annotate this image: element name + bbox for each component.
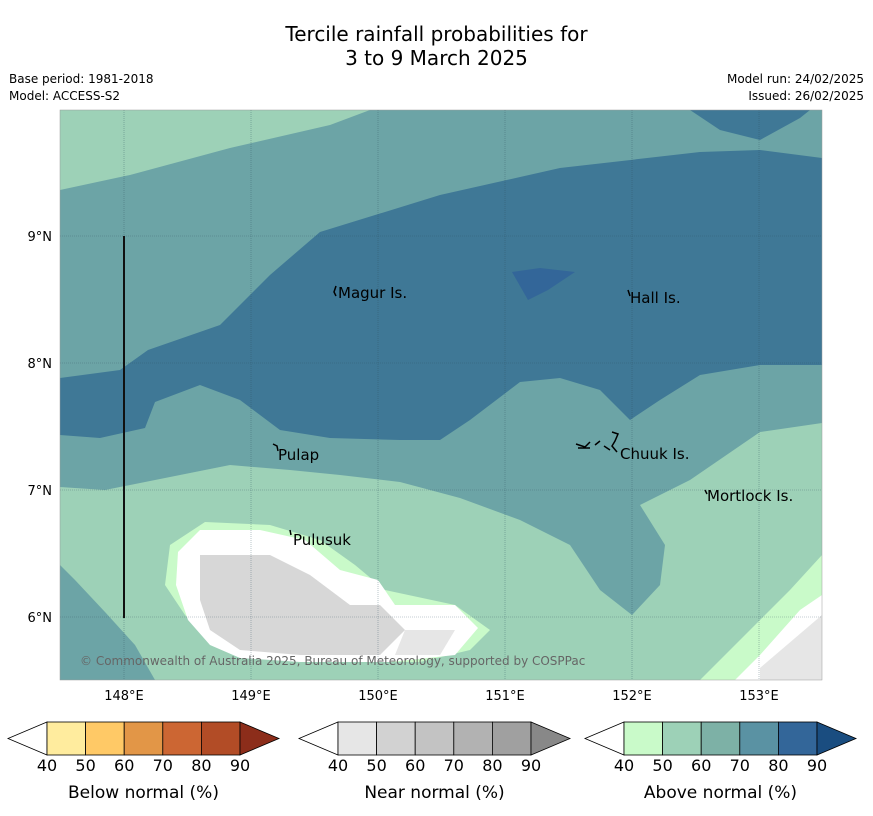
model-run: Model run: 24/02/2025 bbox=[726, 72, 864, 86]
colour-legend: 40 50 60 70 80 90 Near normal (%) bbox=[297, 721, 572, 803]
issued-date: Issued: 26/02/2025 bbox=[748, 89, 864, 103]
island-magur bbox=[333, 285, 337, 297]
latitude-label: 9°N bbox=[28, 230, 53, 245]
latitude-label: 7°N bbox=[28, 484, 53, 499]
zone-above-80-90 bbox=[512, 268, 575, 300]
legend-tick-label: 60 bbox=[691, 756, 711, 775]
legend-swatch bbox=[297, 721, 339, 756]
legend-swatch bbox=[739, 721, 779, 756]
legend-tick-label: 90 bbox=[230, 756, 250, 775]
legend-swatch bbox=[778, 721, 818, 756]
zone-above-60-70-bottomleft bbox=[60, 565, 155, 680]
legend-tick-label: 50 bbox=[366, 756, 386, 775]
legend-tick-label: 40 bbox=[614, 756, 634, 775]
zone-above-70-80-topright bbox=[690, 110, 810, 140]
meta-right: Model run: 24/02/2025 Issued: 26/02/2025 bbox=[727, 71, 864, 105]
legend-swatch bbox=[816, 721, 858, 756]
title-line-1: Tercile rainfall probabilities for bbox=[285, 22, 588, 46]
legend-tick-label: 50 bbox=[652, 756, 672, 775]
longitude-label: 148°E bbox=[104, 689, 144, 704]
zone-above-50-60-top bbox=[60, 110, 370, 190]
legend-title: Near normal (%) bbox=[364, 783, 504, 803]
island-hall bbox=[627, 289, 631, 297]
legend-swatch bbox=[46, 721, 86, 756]
base-period: Base period: 1981-2018 bbox=[9, 72, 154, 86]
island-pulusuk bbox=[289, 529, 292, 536]
island-mortlock bbox=[704, 489, 708, 495]
legend-swatch bbox=[530, 721, 572, 756]
place-label: Chuuk Is. bbox=[620, 445, 689, 463]
longitude-label: 153°E bbox=[739, 689, 779, 704]
legend-swatch bbox=[239, 721, 281, 756]
colour-legend: 40 50 60 70 80 90 Below normal (%) bbox=[6, 721, 281, 803]
legend-tick-label: 50 bbox=[75, 756, 95, 775]
island-chuuk bbox=[575, 431, 620, 453]
model-name: Model: ACCESS-S2 bbox=[9, 89, 121, 103]
zone-near-40-50-bottomright bbox=[760, 615, 822, 680]
legend-swatch bbox=[453, 721, 493, 756]
map-frame bbox=[59, 109, 823, 681]
island-pulap bbox=[272, 443, 279, 452]
legend-swatch bbox=[162, 721, 202, 756]
legend-swatch bbox=[85, 721, 125, 756]
legend-swatch bbox=[662, 721, 702, 756]
legend-tick-label: 80 bbox=[482, 756, 502, 775]
colour-legends: 40 50 60 70 80 90 Below normal (%) 40 50 60 70 80 90… bbox=[6, 721, 858, 803]
legend-swatch bbox=[200, 721, 241, 756]
island-marks bbox=[272, 285, 708, 536]
latitude-label: 6°N bbox=[28, 611, 53, 626]
place-label: Pulusuk bbox=[293, 531, 351, 549]
legend-title: Above normal (%) bbox=[644, 783, 797, 803]
chart-title: Tercile rainfall probabilities for 3 to … bbox=[0, 22, 873, 70]
longitude-labels: 148°E 149°E 150°E 151°E 152°E 153°E bbox=[104, 689, 779, 704]
latitude-labels: 9°N 8°N 7°N 6°N bbox=[28, 230, 53, 626]
legend-tick-label: 80 bbox=[768, 756, 788, 775]
place-label: Magur Is. bbox=[338, 284, 407, 302]
longitude-label: 152°E bbox=[612, 689, 652, 704]
legend-tick-label: 70 bbox=[730, 756, 750, 775]
legend-tick-label: 70 bbox=[153, 756, 173, 775]
legend-swatch bbox=[337, 721, 377, 756]
longitude-label: 149°E bbox=[231, 689, 271, 704]
zone-above-70-80 bbox=[60, 150, 822, 440]
place-labels: Magur Is. Hall Is. Pulap Chuuk Is. Mortlock … bbox=[278, 284, 793, 549]
legend-swatch bbox=[583, 721, 625, 756]
legend-tick-label: 70 bbox=[444, 756, 464, 775]
meta-left: Base period: 1981-2018 Model: ACCESS-S2 bbox=[9, 71, 154, 105]
legend-tick-label: 60 bbox=[405, 756, 425, 775]
longitude-label: 151°E bbox=[485, 689, 525, 704]
place-label: Mortlock Is. bbox=[707, 487, 793, 505]
legend-tick-label: 40 bbox=[37, 756, 57, 775]
place-label: Hall Is. bbox=[630, 289, 681, 307]
legend-tick-label: 60 bbox=[114, 756, 134, 775]
legend-swatch bbox=[123, 721, 164, 756]
legend-swatch bbox=[623, 721, 663, 756]
latitude-label: 8°N bbox=[28, 357, 53, 372]
legend-swatch bbox=[6, 721, 48, 756]
colour-legend: 40 50 60 70 80 90 Above normal (%) bbox=[583, 721, 858, 803]
legend-title: Below normal (%) bbox=[68, 783, 219, 803]
legend-tick-label: 90 bbox=[807, 756, 827, 775]
legend-tick-label: 80 bbox=[191, 756, 211, 775]
legend-swatch bbox=[491, 721, 532, 756]
legend-swatch bbox=[414, 721, 455, 756]
copyright-text: © Commonwealth of Australia 2025, Bureau… bbox=[80, 654, 585, 668]
legend-tick-label: 40 bbox=[328, 756, 348, 775]
legend-swatch bbox=[376, 721, 416, 756]
zone-near-40-50 bbox=[395, 630, 455, 655]
legend-swatch bbox=[700, 721, 741, 756]
place-label: Pulap bbox=[278, 446, 319, 464]
legend-tick-label: 90 bbox=[521, 756, 541, 775]
title-line-2: 3 to 9 March 2025 bbox=[345, 46, 528, 70]
longitude-label: 150°E bbox=[358, 689, 398, 704]
